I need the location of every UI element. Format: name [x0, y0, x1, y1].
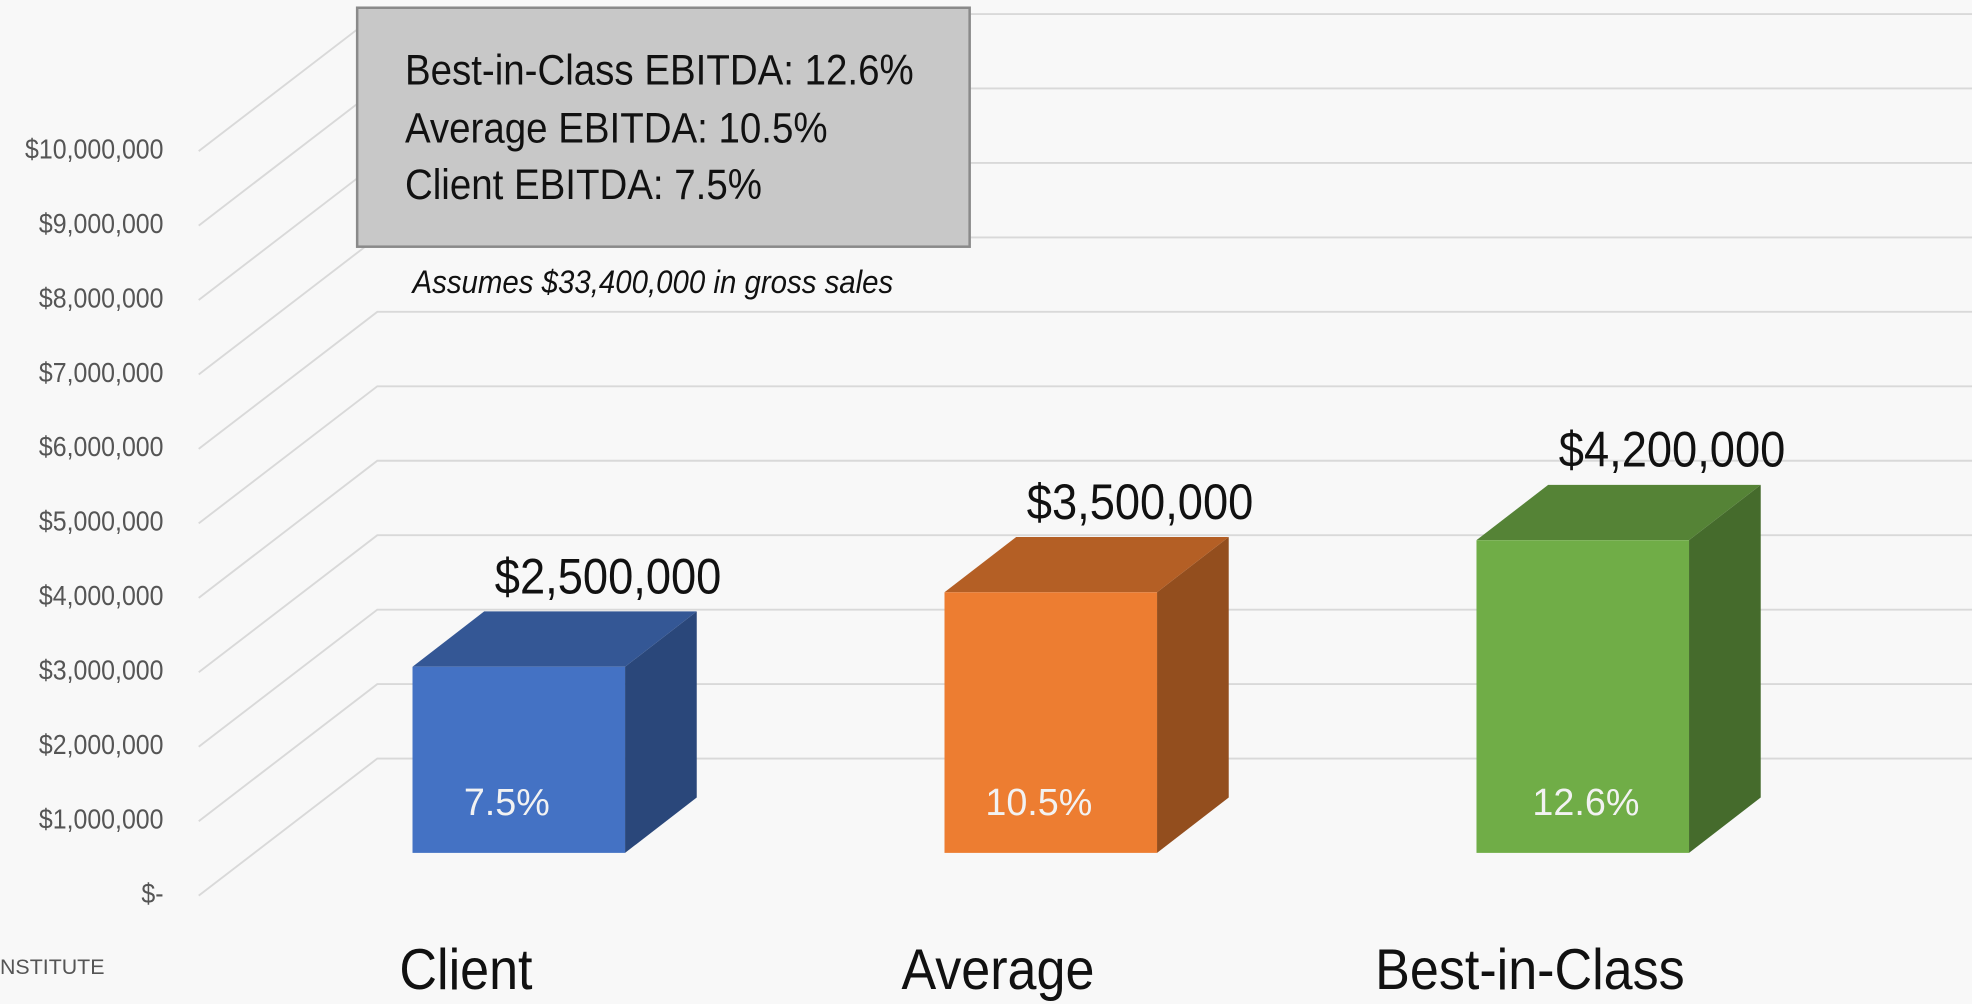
value-label: $2,500,000 [495, 549, 722, 605]
bar [944, 592, 1158, 853]
y-tick-label: $- [141, 878, 163, 910]
y-tick-label: $8,000,000 [39, 282, 164, 314]
bar-side [625, 611, 697, 853]
grid-line [198, 757, 1972, 897]
bar-side [1157, 536, 1229, 853]
grid-line [198, 683, 1972, 822]
x-tick-label: Best-in-Class [1375, 936, 1684, 1001]
footer: NSTITUTE [0, 955, 104, 979]
bar-top [1476, 484, 1761, 541]
y-tick-label: $6,000,000 [39, 431, 164, 463]
y-tick-label: $4,000,000 [39, 580, 164, 612]
y-tick-label: $7,000,000 [39, 357, 164, 389]
text-box-line: Best-in-Class EBITDA: 12.6% [405, 46, 914, 94]
bar-side [1689, 484, 1761, 853]
y-tick-label: $3,000,000 [39, 654, 164, 686]
bars: $2,500,000 7.5% Client $3,500,000 10.5% Avera… [399, 423, 1785, 1002]
annotation: Assumes $33,400,000 in gross sales [411, 264, 894, 301]
grid-line [198, 534, 1972, 674]
y-tick-label: $5,000,000 [39, 505, 164, 537]
y-tick-label: $10,000,000 [25, 133, 163, 165]
inner-label: 7.5% [464, 781, 550, 823]
inner-label: 10.5% [985, 781, 1092, 823]
value-label: $3,500,000 [1027, 475, 1254, 531]
bar-top [412, 611, 697, 667]
y-tick-label: $9,000,000 [39, 208, 164, 240]
value-label: $4,200,000 [1559, 423, 1786, 479]
text-box-line: Average EBITDA: 10.5% [405, 103, 828, 151]
text-box-line: Client EBITDA: 7.5% [405, 160, 762, 208]
inner-label: 12.6% [1532, 781, 1639, 823]
bar [412, 666, 626, 853]
text-box [355, 6, 971, 248]
bar [1476, 540, 1690, 853]
grid-line [198, 459, 1972, 599]
y-tick-label: $1,000,000 [39, 803, 164, 835]
x-tick-label: Client [399, 936, 532, 1001]
grid-line [198, 310, 1972, 450]
bar-top [944, 536, 1229, 593]
y-tick-label: $2,000,000 [39, 729, 164, 761]
grid-line [198, 385, 1972, 525]
x-tick-label: Average [901, 936, 1094, 1001]
grid-line [198, 608, 1972, 748]
